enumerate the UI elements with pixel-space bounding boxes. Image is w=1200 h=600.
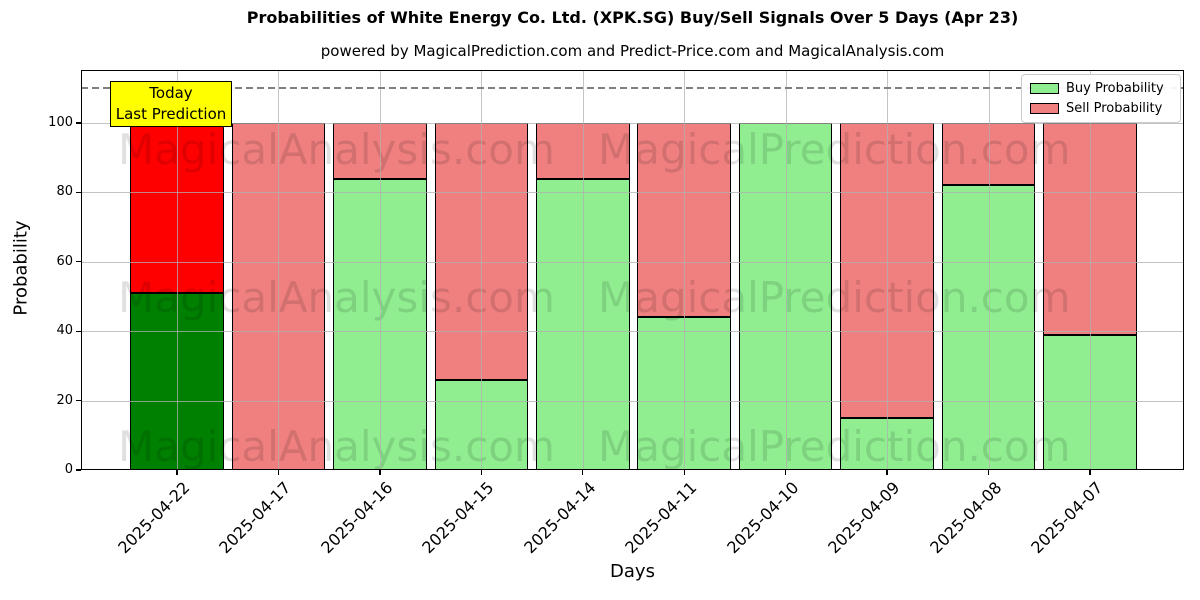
y-tick-label: 100: [48, 115, 73, 130]
watermark-text: MagicalAnalysis.com: [118, 422, 555, 471]
v-gridline: [988, 70, 990, 470]
v-gridline: [887, 70, 889, 470]
x-tick-mark: [176, 470, 178, 475]
watermark-text: MagicalPrediction.com: [598, 273, 1071, 322]
x-tick-label: 2025-04-09: [824, 478, 904, 558]
dashed-reference-line: [81, 87, 1184, 89]
legend-swatch: [1030, 83, 1059, 94]
x-tick-label: 2025-04-08: [925, 478, 1005, 558]
x-tick-label: 2025-04-15: [418, 478, 498, 558]
y-tick-label: 80: [56, 184, 73, 200]
y-tick-mark: [76, 469, 81, 471]
v-gridline: [481, 70, 483, 470]
legend: Buy Probability Sell Probability: [1021, 74, 1181, 123]
x-tick-mark: [582, 470, 584, 475]
watermark-text: MagicalAnalysis.com: [118, 125, 555, 174]
watermark-text: MagicalAnalysis.com: [118, 273, 555, 322]
x-axis-label: Days: [610, 561, 655, 582]
v-gridline: [582, 70, 584, 470]
x-tick-label: 2025-04-14: [520, 478, 600, 558]
x-tick-label: 2025-04-11: [621, 478, 701, 558]
x-tick-mark: [987, 470, 990, 475]
y-tick-mark: [76, 122, 81, 124]
legend-swatch: [1030, 103, 1059, 114]
legend-item: Buy Probability: [1030, 81, 1172, 96]
chart-subtitle: powered by MagicalPrediction.com and Pre…: [320, 42, 945, 60]
annotation-line1: Today: [149, 84, 193, 102]
h-gridline: [81, 331, 1184, 333]
x-tick-label: 2025-04-07: [1027, 478, 1107, 558]
x-tick-mark: [784, 470, 787, 475]
x-tick-mark: [277, 470, 280, 475]
annotation-line2: Last Prediction: [115, 105, 227, 123]
watermark-text: MagicalPrediction.com: [598, 125, 1071, 174]
v-gridline: [684, 70, 686, 470]
today-annotation: Today Last Prediction: [110, 81, 232, 127]
v-gridline: [1089, 70, 1091, 470]
x-tick-mark: [1089, 470, 1091, 475]
h-gridline: [81, 123, 1184, 124]
v-gridline: [177, 70, 178, 470]
h-gridline: [81, 192, 1184, 194]
v-gridline: [379, 70, 381, 470]
y-tick-mark: [76, 399, 81, 402]
y-tick-mark: [76, 261, 81, 263]
y-tick-mark: [76, 330, 81, 332]
legend-item: Sell Probability: [1030, 101, 1172, 116]
y-tick-label: 20: [56, 392, 73, 408]
chart-title: Probabilities of White Energy Co. Ltd. (…: [246, 8, 1019, 27]
legend-item-label: Sell Probability: [1066, 101, 1163, 116]
x-tick-label: 2025-04-16: [317, 478, 397, 558]
v-gridline: [278, 70, 280, 470]
h-gridline: [81, 261, 1184, 263]
watermark-text: MagicalPrediction.com: [598, 422, 1071, 471]
x-tick-label: 2025-04-10: [722, 478, 803, 558]
x-tick-mark: [886, 470, 888, 475]
h-gridline: [81, 400, 1184, 402]
x-tick-mark: [683, 470, 685, 475]
y-tick-label: 40: [56, 323, 73, 339]
x-tick-label: 2025-04-22: [114, 478, 194, 558]
legend-item-label: Buy Probability: [1066, 81, 1164, 96]
x-tick-mark: [480, 470, 482, 475]
x-tick-mark: [379, 470, 381, 475]
y-tick-mark: [76, 191, 81, 194]
y-axis-label: Probability: [10, 220, 32, 316]
y-tick-label: 60: [56, 253, 73, 269]
y-tick-label: 0: [64, 462, 73, 477]
x-tick-label: 2025-04-17: [215, 478, 295, 558]
v-gridline: [785, 70, 787, 470]
plot-area: [81, 70, 1184, 470]
